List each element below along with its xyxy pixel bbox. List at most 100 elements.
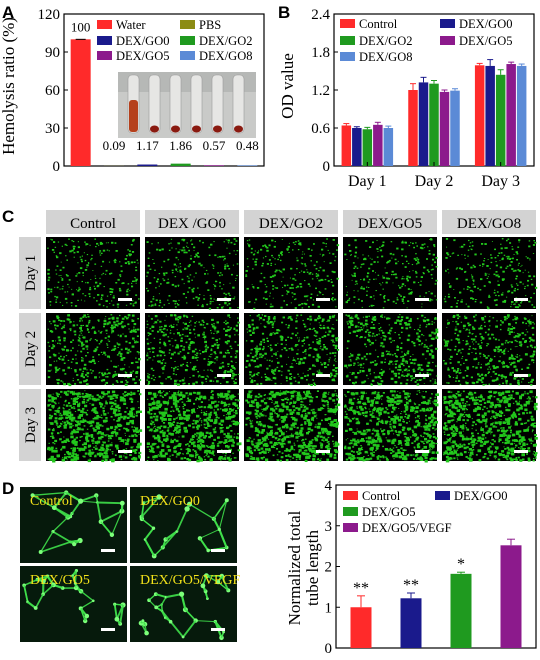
- cell: [410, 242, 412, 244]
- cell: [199, 458, 203, 462]
- cell: [233, 328, 235, 330]
- cell: [481, 377, 485, 380]
- cell: [234, 296, 236, 298]
- cell: [417, 383, 419, 385]
- cell: [409, 355, 412, 357]
- cell: [148, 374, 151, 376]
- cell: [85, 438, 88, 441]
- cell: [362, 381, 365, 384]
- scale-bar: [316, 374, 330, 377]
- cell: [520, 343, 523, 346]
- cell: [276, 366, 279, 369]
- cell: [271, 445, 273, 447]
- cell: [423, 296, 425, 298]
- cell: [176, 445, 179, 447]
- cell: [136, 259, 138, 261]
- cell: [263, 415, 265, 417]
- cell: [124, 371, 126, 373]
- cell: [357, 353, 360, 356]
- cell: [469, 331, 471, 333]
- cell: [502, 375, 505, 378]
- cell: [178, 443, 182, 446]
- cell: [372, 326, 376, 329]
- cell: [354, 255, 357, 258]
- cell: [266, 431, 268, 433]
- cell: [211, 401, 215, 404]
- cell: [232, 441, 235, 444]
- cell: [161, 420, 164, 422]
- cell: [263, 276, 266, 279]
- cell: [230, 347, 233, 350]
- cell: [177, 393, 180, 396]
- cell: [163, 274, 166, 276]
- cell: [401, 285, 403, 287]
- cell: [150, 318, 153, 320]
- cell: [188, 458, 192, 462]
- cell: [205, 436, 207, 438]
- cell: [135, 357, 137, 359]
- cell: [76, 324, 79, 326]
- cell: [290, 318, 293, 321]
- tube-pellet: [171, 125, 180, 133]
- cell: [171, 394, 175, 397]
- cell: [214, 362, 216, 364]
- cell: [190, 454, 194, 458]
- cell: [499, 328, 502, 331]
- cell: [426, 369, 429, 372]
- cell: [92, 451, 95, 454]
- cell: [209, 300, 212, 303]
- cell: [431, 264, 433, 266]
- cell: [74, 420, 77, 422]
- cell: [66, 349, 69, 352]
- cell: [475, 366, 478, 369]
- cell: [300, 314, 303, 316]
- cell: [84, 411, 87, 414]
- cell: [227, 349, 229, 352]
- cell: [400, 318, 403, 321]
- fluorescence-image: [46, 237, 140, 309]
- cell: [255, 258, 258, 261]
- cell: [309, 318, 313, 321]
- cell: [124, 411, 127, 413]
- cell: [148, 252, 151, 254]
- cell: [331, 327, 334, 330]
- cell: [348, 326, 351, 329]
- cell: [380, 380, 384, 383]
- cell: [369, 246, 372, 248]
- cell: [305, 330, 307, 331]
- cell: [165, 378, 167, 380]
- cell: [260, 272, 263, 275]
- cell: [297, 358, 299, 360]
- cell: [404, 241, 407, 244]
- cell: [97, 418, 99, 420]
- cell: [117, 318, 119, 320]
- cell: [353, 364, 355, 366]
- cell: [221, 306, 224, 309]
- cell: [371, 342, 374, 345]
- cell: [268, 359, 271, 362]
- cell: [104, 372, 106, 374]
- cell: [275, 269, 278, 272]
- cell: [405, 277, 408, 280]
- cell: [148, 380, 151, 383]
- cell: [223, 355, 226, 358]
- cell: [494, 338, 498, 341]
- cell: [315, 335, 318, 337]
- cell: [495, 264, 498, 267]
- cell: [277, 361, 280, 364]
- cell: [479, 301, 483, 304]
- cell: [455, 377, 458, 379]
- cell: [193, 328, 196, 331]
- cell: [57, 410, 59, 412]
- cell: [68, 279, 71, 281]
- bar: [474, 65, 485, 166]
- cell: [208, 254, 211, 256]
- cell: [209, 419, 213, 422]
- cell: [132, 370, 135, 372]
- scale-bar: [514, 298, 528, 301]
- cell: [138, 298, 140, 300]
- cell: [364, 322, 368, 325]
- cell: [106, 393, 109, 395]
- cell: [213, 454, 215, 456]
- cell: [83, 398, 85, 401]
